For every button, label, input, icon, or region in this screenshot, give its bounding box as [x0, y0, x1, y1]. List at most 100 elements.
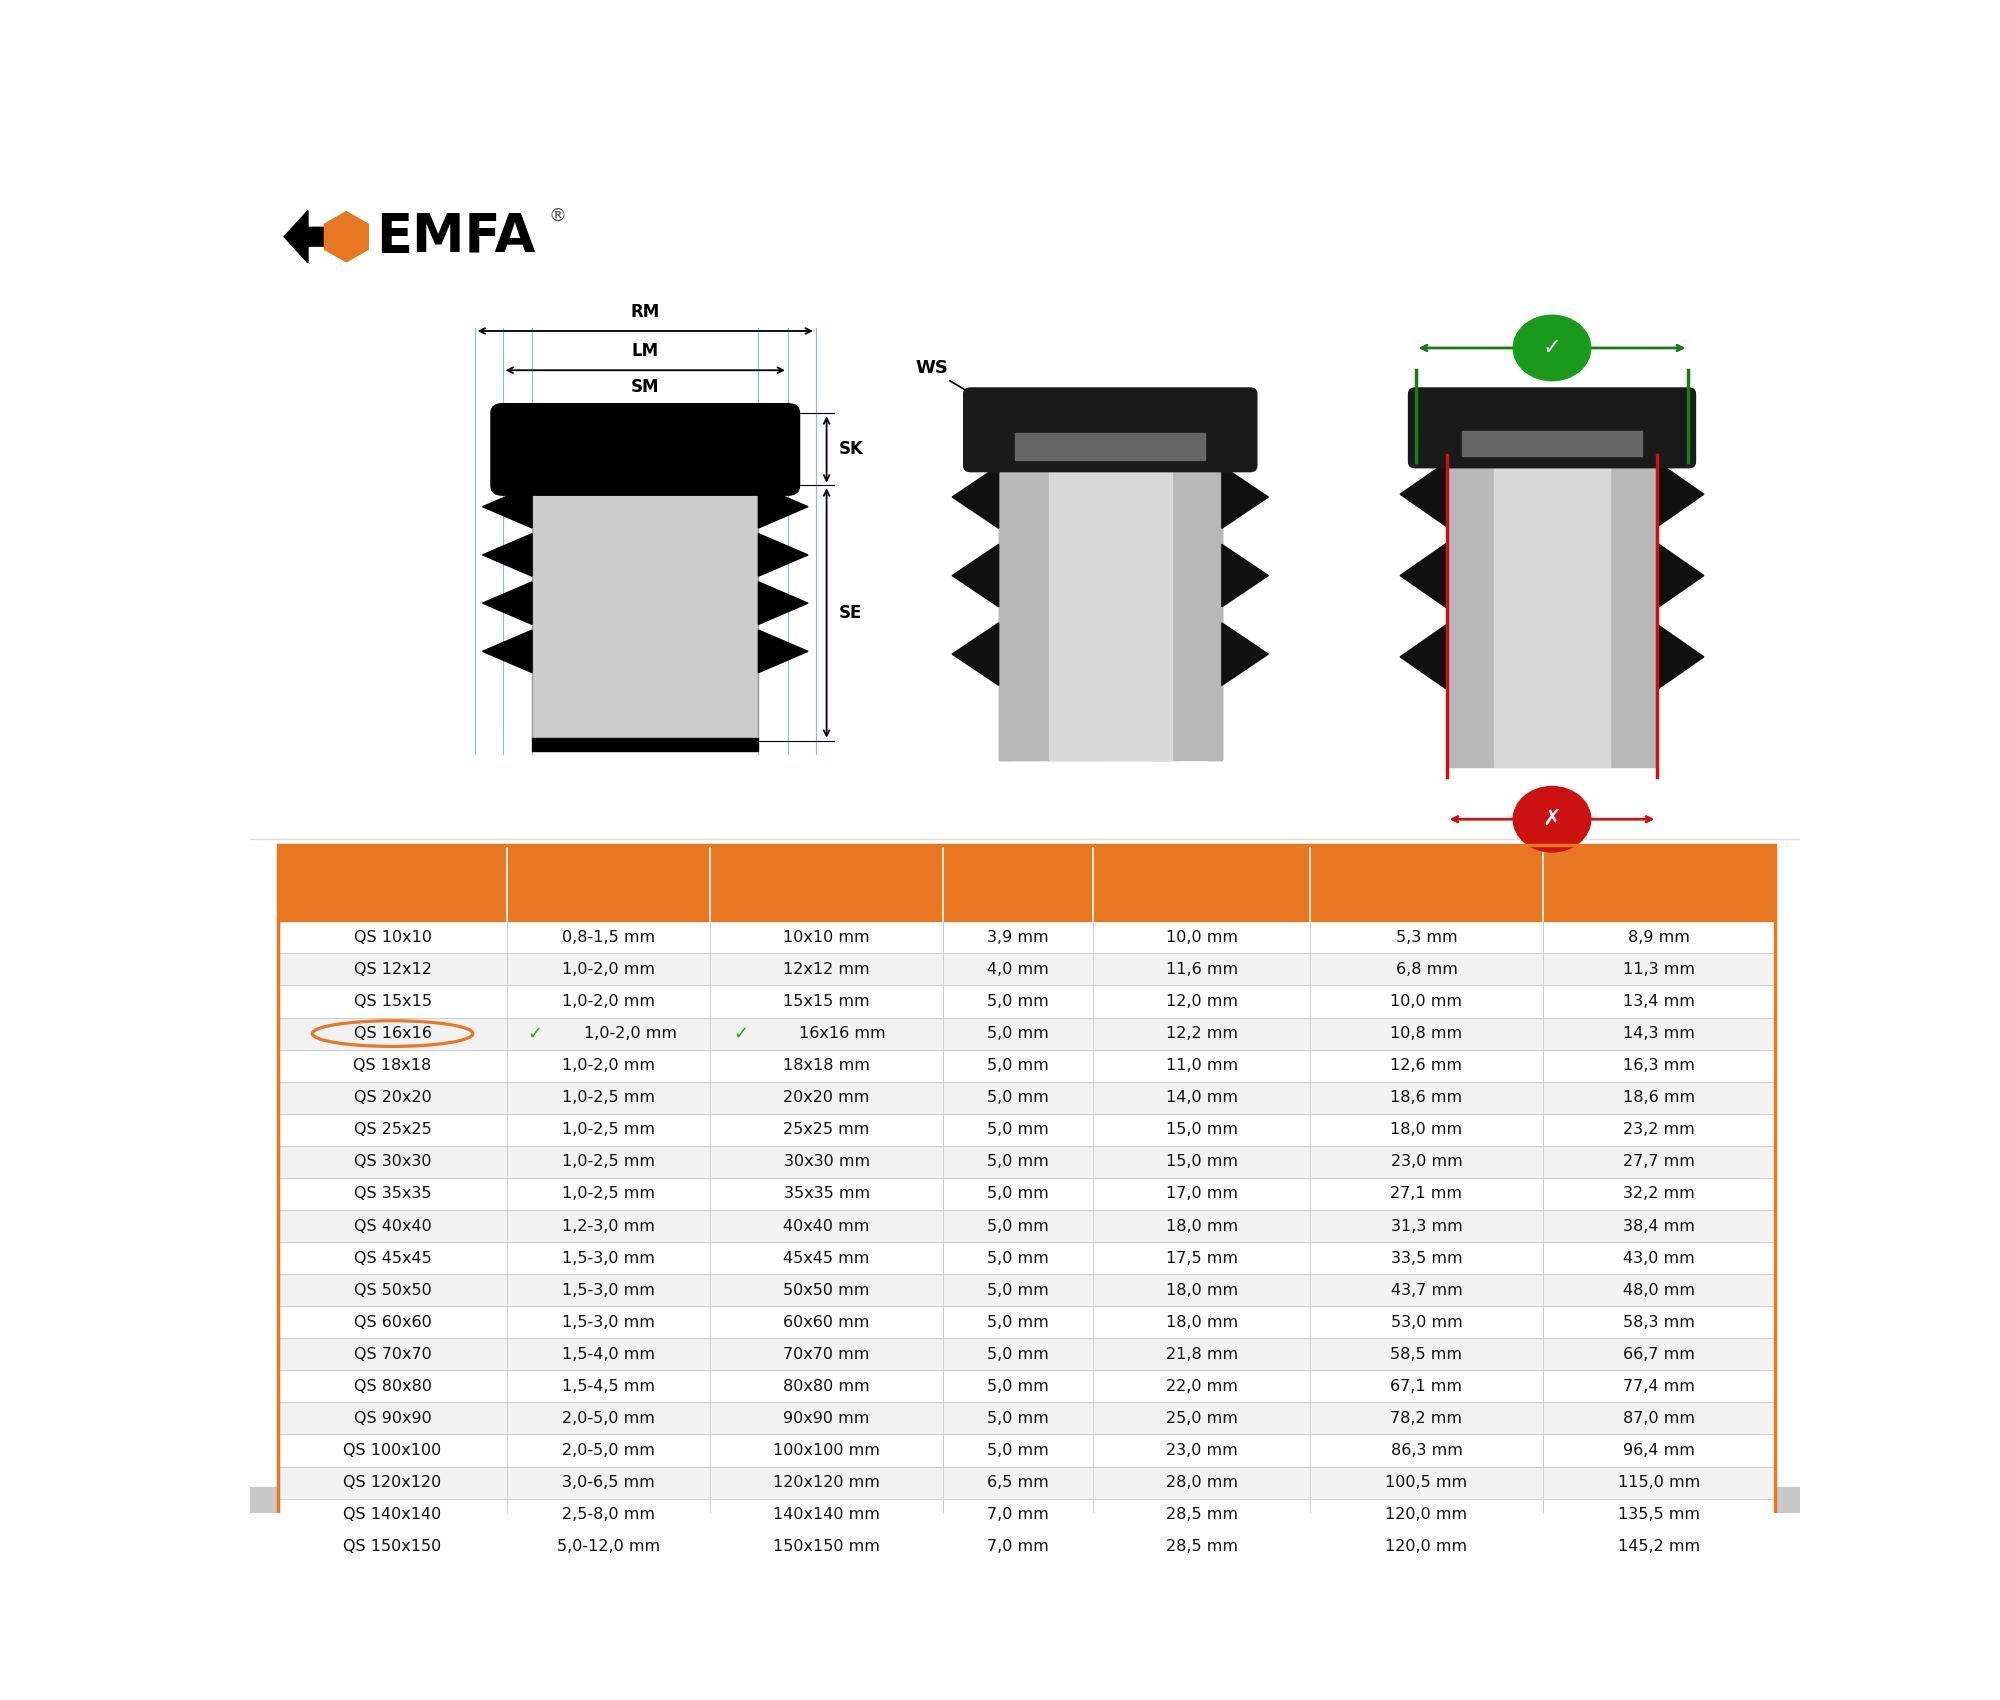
- Text: Louver
dimensions [LM]: Louver dimensions [LM]: [1584, 867, 1734, 901]
- Text: 5,0 mm: 5,0 mm: [988, 1057, 1048, 1073]
- Bar: [532, 738, 758, 751]
- Text: 40x40 mm: 40x40 mm: [784, 1219, 870, 1234]
- Text: 20x20 mm: 20x20 mm: [784, 1090, 870, 1105]
- Text: 22,0 mm: 22,0 mm: [1166, 1379, 1238, 1394]
- Polygon shape: [952, 544, 998, 607]
- Text: 7,0 mm: 7,0 mm: [988, 1538, 1048, 1554]
- Text: 0,8-1,5 mm: 0,8-1,5 mm: [562, 930, 656, 945]
- Polygon shape: [482, 534, 532, 576]
- Text: 12,0 mm: 12,0 mm: [1166, 994, 1238, 1010]
- Text: 1,5-3,0 mm: 1,5-3,0 mm: [562, 1251, 656, 1265]
- Text: 23,2 mm: 23,2 mm: [1624, 1122, 1694, 1137]
- Text: ✗: ✗: [1542, 809, 1562, 830]
- Text: 58,3 mm: 58,3 mm: [1624, 1314, 1694, 1329]
- Text: 7,0 mm: 7,0 mm: [988, 1508, 1048, 1522]
- Text: 35x35 mm: 35x35 mm: [784, 1187, 870, 1202]
- Text: 5,0 mm: 5,0 mm: [988, 1379, 1048, 1394]
- Text: 120,0 mm: 120,0 mm: [1386, 1508, 1468, 1522]
- Bar: [278, 921, 1776, 954]
- Text: 1,0-2,5 mm: 1,0-2,5 mm: [562, 1154, 656, 1170]
- Text: 145,2 mm: 145,2 mm: [1618, 1538, 1700, 1554]
- Text: 100x100 mm: 100x100 mm: [774, 1443, 880, 1459]
- Polygon shape: [758, 534, 808, 576]
- Bar: [998, 466, 1012, 760]
- Text: 53,0 mm: 53,0 mm: [1390, 1314, 1462, 1329]
- Text: QS 120x120: QS 120x120: [344, 1476, 442, 1491]
- Text: 120,0 mm: 120,0 mm: [1386, 1538, 1468, 1554]
- Bar: [278, 1018, 1776, 1049]
- Text: 70x70 mm: 70x70 mm: [784, 1346, 870, 1362]
- Text: 66,7 mm: 66,7 mm: [1624, 1346, 1694, 1362]
- Text: 43,0 mm: 43,0 mm: [1624, 1251, 1694, 1265]
- Text: 27,7 mm: 27,7 mm: [1624, 1154, 1694, 1170]
- Text: LM: LM: [632, 342, 658, 360]
- Text: 12,2 mm: 12,2 mm: [1166, 1027, 1238, 1040]
- FancyBboxPatch shape: [532, 486, 758, 741]
- Text: 27,1 mm: 27,1 mm: [1390, 1187, 1462, 1202]
- Text: 1,0-2,5 mm: 1,0-2,5 mm: [562, 1187, 656, 1202]
- Text: 5,0 mm: 5,0 mm: [988, 1219, 1048, 1234]
- Text: 150x150 mm: 150x150 mm: [774, 1538, 880, 1554]
- Text: 1,5-4,0 mm: 1,5-4,0 mm: [562, 1346, 656, 1362]
- Bar: [278, 845, 1776, 921]
- Text: QS 18x18: QS 18x18: [354, 1057, 432, 1073]
- FancyBboxPatch shape: [964, 388, 1258, 473]
- FancyBboxPatch shape: [1408, 388, 1696, 469]
- Text: 10,0 mm: 10,0 mm: [1166, 930, 1238, 945]
- Polygon shape: [284, 211, 326, 264]
- Text: QS 140x140: QS 140x140: [344, 1508, 442, 1522]
- Bar: [1048, 466, 1172, 760]
- Text: 23,0 mm: 23,0 mm: [1390, 1154, 1462, 1170]
- Text: ®: ®: [548, 207, 566, 224]
- Text: 3,0-6,5 mm: 3,0-6,5 mm: [562, 1476, 656, 1491]
- Text: 15x15 mm: 15x15 mm: [784, 994, 870, 1010]
- Polygon shape: [758, 631, 808, 673]
- Text: QS 90x90: QS 90x90: [354, 1411, 432, 1426]
- Text: 45x45 mm: 45x45 mm: [784, 1251, 870, 1265]
- Text: 5,0 mm: 5,0 mm: [988, 1346, 1048, 1362]
- Text: 14,3 mm: 14,3 mm: [1624, 1027, 1694, 1040]
- Text: 6,5 mm: 6,5 mm: [988, 1476, 1048, 1491]
- Polygon shape: [1222, 544, 1268, 607]
- Text: Tube
dimensions [RM]: Tube dimensions [RM]: [750, 867, 902, 901]
- Text: QS 12x12: QS 12x12: [354, 962, 432, 978]
- Text: 31,3 mm: 31,3 mm: [1390, 1219, 1462, 1234]
- Text: QS 45x45: QS 45x45: [354, 1251, 432, 1265]
- Bar: [278, 1370, 1776, 1402]
- Text: 5,0 mm: 5,0 mm: [988, 1090, 1048, 1105]
- Text: 15,0 mm: 15,0 mm: [1166, 1154, 1238, 1170]
- Text: QS 16x16: QS 16x16: [354, 1027, 432, 1040]
- Text: 5,0 mm: 5,0 mm: [988, 994, 1048, 1010]
- Text: 96,4 mm: 96,4 mm: [1624, 1443, 1694, 1459]
- Text: 5,0 mm: 5,0 mm: [988, 1443, 1048, 1459]
- Polygon shape: [758, 486, 808, 529]
- Text: 4,0 mm: 4,0 mm: [988, 962, 1048, 978]
- Bar: [1462, 430, 1642, 456]
- Text: 16,3 mm: 16,3 mm: [1624, 1057, 1694, 1073]
- Text: 11,0 mm: 11,0 mm: [1166, 1057, 1238, 1073]
- Text: 17,5 mm: 17,5 mm: [1166, 1251, 1238, 1265]
- Bar: [278, 1273, 1776, 1306]
- Text: 80x80 mm: 80x80 mm: [784, 1379, 870, 1394]
- Polygon shape: [1400, 462, 1446, 527]
- Text: 100,5 mm: 100,5 mm: [1386, 1476, 1468, 1491]
- Text: EMFA: EMFA: [376, 211, 536, 264]
- Text: 5,0 mm: 5,0 mm: [988, 1187, 1048, 1202]
- Text: QS 25x25: QS 25x25: [354, 1122, 432, 1137]
- Bar: [1446, 462, 1658, 767]
- Text: 15,0 mm: 15,0 mm: [1166, 1122, 1238, 1137]
- Polygon shape: [1222, 622, 1268, 685]
- Text: QS 100x100: QS 100x100: [344, 1443, 442, 1459]
- Text: 28,5 mm: 28,5 mm: [1166, 1538, 1238, 1554]
- Text: 16x16 mm: 16x16 mm: [798, 1027, 886, 1040]
- Text: 11,6 mm: 11,6 mm: [1166, 962, 1238, 978]
- Text: 28,5 mm: 28,5 mm: [1166, 1508, 1238, 1522]
- Text: QS 20x20: QS 20x20: [354, 1090, 432, 1105]
- Text: 2,0-5,0 mm: 2,0-5,0 mm: [562, 1411, 656, 1426]
- Text: 1,5-3,0 mm: 1,5-3,0 mm: [562, 1314, 656, 1329]
- Text: 1,0-2,5 mm: 1,0-2,5 mm: [562, 1122, 656, 1137]
- Polygon shape: [1400, 624, 1446, 688]
- Text: 1,2-3,0 mm: 1,2-3,0 mm: [562, 1219, 656, 1234]
- Text: RM: RM: [630, 303, 660, 321]
- Text: 1,0-2,5 mm: 1,0-2,5 mm: [562, 1090, 656, 1105]
